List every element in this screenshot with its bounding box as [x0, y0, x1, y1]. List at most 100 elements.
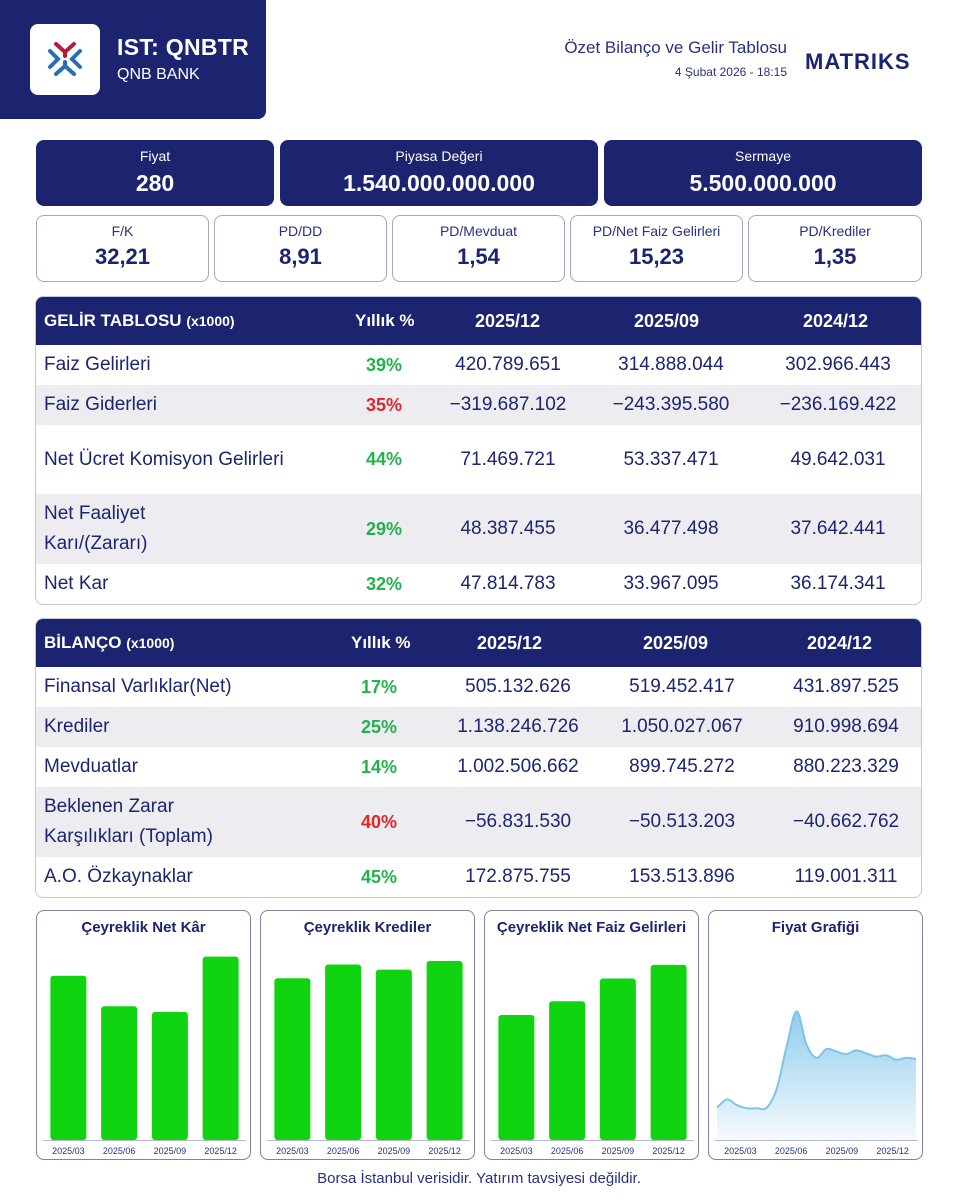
table-header: BİLANÇO (x1000) Yıllık % 2025/12 2025/09…	[36, 619, 921, 667]
period-value: −40.662.762	[792, 811, 900, 832]
row-label: Finansal Varlıklar(Net)	[44, 676, 232, 697]
period-value: −50.513.203	[628, 811, 736, 832]
period-value: 899.745.272	[629, 756, 735, 777]
yoy-value: 40%	[360, 811, 398, 832]
chart-tick-label: 2025/09	[602, 1146, 635, 1156]
period-value: 49.642.031	[790, 448, 886, 470]
chart-quarterly-nii: Çeyreklik Net Faiz Gelirleri 2025/03 2025…	[484, 910, 699, 1160]
table-row: Net Faaliyet Karı/(Zararı) 29% 48.387.45…	[36, 494, 921, 564]
period-value: 880.223.329	[793, 756, 899, 777]
company-name: QNB BANK	[117, 66, 200, 83]
chart-plot: 2025/03 2025/06 2025/09 2025/12	[715, 1010, 918, 1156]
table-row: Finansal Varlıklar(Net) 17% 505.132.626 …	[36, 667, 921, 707]
chart-tick-label: 2025/06	[327, 1146, 360, 1156]
period-value: 1.002.506.662	[457, 756, 579, 777]
column-period: 2024/12	[803, 311, 869, 331]
disclaimer: Borsa İstanbul verisidir. Yatırım tavsiy…	[317, 1170, 641, 1187]
table-row: Faiz Gelirleri 39% 420.789.651 314.888.0…	[36, 345, 921, 385]
kpi-pe: F/K 32,21	[36, 215, 209, 282]
column-period: 2025/09	[643, 633, 709, 653]
chart-tick-label: 2025/03	[52, 1146, 85, 1156]
chart-plot: 2025/03 2025/06 2025/09 2025/12	[267, 961, 470, 1156]
yoy-value: 17%	[360, 676, 398, 697]
chart-title: Fiyat Grafiği	[771, 919, 860, 936]
kpi-label: Fiyat	[139, 148, 171, 164]
period-value: 71.469.721	[460, 448, 556, 470]
table-header: GELİR TABLOSU (x1000) Yıllık % 2025/12 2…	[36, 297, 921, 345]
period-value: 119.001.311	[794, 866, 898, 887]
yoy-value: 45%	[360, 866, 398, 887]
header-panel: IST: QNBTR QNB BANK	[0, 0, 266, 119]
period-value: 302.966.443	[785, 354, 891, 375]
period-value: −243.395.580	[612, 394, 730, 415]
period-value: −56.831.530	[464, 811, 572, 832]
ticker-symbol: IST: QNBTR	[117, 34, 250, 60]
table-row: Net Kar 32% 47.814.783 33.967.095 36.174…	[36, 564, 921, 604]
kpi-value: 15,23	[628, 244, 685, 269]
yoy-value: 32%	[365, 573, 403, 594]
chart-bar	[274, 978, 311, 1140]
chart-bar	[101, 1006, 138, 1140]
yoy-value: 29%	[365, 518, 403, 539]
table-row: Beklenen Zarar Karşılıkları (Toplam) 40%…	[36, 787, 921, 857]
chart-bar	[50, 975, 87, 1140]
period-value: 53.337.471	[623, 448, 719, 470]
chart-area	[717, 1011, 916, 1140]
kpi-label: Sermaye	[734, 148, 792, 164]
chart-bar	[325, 964, 362, 1140]
period-value: 172.875.755	[465, 866, 571, 887]
kpi-value: 1,35	[813, 244, 857, 269]
chart-tick-label: 2025/03	[276, 1146, 309, 1156]
yoy-value: 39%	[365, 354, 403, 375]
row-label: Net Faaliyet Karı/(Zararı)	[44, 503, 148, 554]
chart-plot: 2025/03 2025/06 2025/09 2025/12	[491, 964, 694, 1156]
kpi-label: F/K	[111, 223, 134, 239]
period-value: 1.050.027.067	[621, 716, 743, 737]
table-row: Net Ücret Komisyon Gelirleri 44% 71.469.…	[36, 425, 921, 494]
period-value: 505.132.626	[465, 676, 571, 697]
period-value: 33.967.095	[623, 573, 719, 594]
chart-tick-label: 2025/06	[551, 1146, 584, 1156]
chart-tick-label: 2025/12	[876, 1146, 909, 1156]
kpi-mcap-deposits: PD/Mevduat 1,54	[392, 215, 565, 282]
period-value: 48.387.455	[460, 518, 556, 539]
period-value: 910.998.694	[793, 716, 899, 737]
kpi-price: Fiyat 280	[36, 140, 274, 206]
chart-title: Çeyreklik Net Kâr	[81, 919, 206, 936]
chart-tick-label: 2025/09	[378, 1146, 411, 1156]
period-value: 1.138.246.726	[457, 716, 579, 737]
chart-bar	[549, 1001, 586, 1140]
chart-bar	[202, 956, 239, 1140]
kpi-pb: PD/DD 8,91	[214, 215, 387, 282]
chart-bar	[498, 1014, 535, 1140]
chart-tick-label: 2025/06	[103, 1146, 136, 1156]
kpi-market-cap: Piyasa Değeri 1.540.000.000.000	[280, 140, 598, 206]
period-value: 431.897.525	[793, 676, 899, 697]
chart-tick-label: 2025/09	[826, 1146, 859, 1156]
kpi-value: 8,91	[279, 244, 322, 269]
chart-title: Çeyreklik Krediler	[303, 919, 432, 936]
chart-bar	[599, 978, 636, 1140]
table-title: GELİR TABLOSU (x1000)	[44, 311, 235, 330]
chart-price: Fiyat Grafiği 2025/03 2025/06 2025/09 2025/…	[708, 910, 923, 1160]
row-label: Faiz Giderleri	[44, 394, 157, 415]
chart-bar	[426, 961, 463, 1140]
chart-quarterly-net-profit: Çeyreklik Net Kâr 2025/03 2025/06 2025/09 2…	[36, 910, 251, 1160]
income-statement-table: GELİR TABLOSU (x1000) Yıllık % 2025/12 2…	[35, 296, 922, 605]
brand-logo: MATRIKS	[805, 49, 911, 74]
yoy-value: 25%	[360, 716, 398, 737]
company-logo	[30, 24, 100, 95]
period-value: 153.513.896	[629, 866, 735, 887]
table-row: A.O. Özkaynaklar 45% 172.875.755 153.513…	[36, 857, 921, 897]
row-label: A.O. Özkaynaklar	[44, 866, 193, 887]
column-yoy: Yıllık %	[355, 311, 415, 330]
row-label: Net Kar	[44, 573, 109, 594]
chart-bar	[650, 964, 687, 1140]
row-label: Faiz Gelirleri	[44, 354, 151, 375]
row-label: Krediler	[44, 716, 110, 737]
yoy-value: 14%	[360, 756, 398, 777]
chart-bar	[151, 1012, 188, 1140]
period-value: 420.789.651	[455, 354, 561, 375]
chart-tick-label: 2025/09	[154, 1146, 187, 1156]
kpi-mcap-nii: PD/Net Faiz Gelirleri 15,23	[570, 215, 743, 282]
